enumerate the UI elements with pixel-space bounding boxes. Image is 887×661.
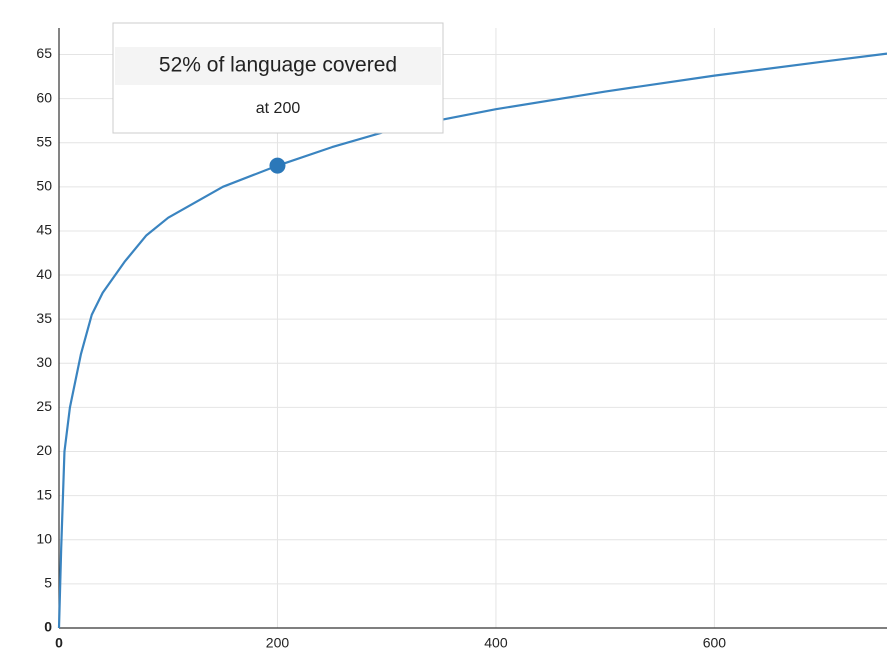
- y-tick-label: 20: [36, 442, 52, 458]
- y-tick-label: 15: [36, 486, 52, 502]
- tooltip-title: 52% of language covered: [159, 54, 397, 77]
- y-tick-label: 5: [44, 575, 52, 591]
- x-tick-label: 0: [55, 635, 63, 651]
- y-tick-label: 30: [36, 354, 52, 370]
- x-tick-label: 200: [266, 635, 290, 651]
- y-tick-label: 50: [36, 178, 52, 194]
- y-tick-label: 0: [44, 619, 52, 635]
- y-tick-label: 60: [36, 89, 52, 105]
- x-tick-label: 600: [703, 635, 727, 651]
- tooltip-text: at 200: [256, 100, 301, 117]
- highlight-point: [269, 157, 286, 174]
- y-tick-label: 55: [36, 133, 52, 149]
- line: [57, 52, 887, 629]
- grid: 0 5 10 15 20 25 30 35 40 45 50 55 60 65 0 200 400 600: [36, 28, 887, 651]
- tooltip-header: [115, 47, 441, 85]
- y-tick-label: 25: [36, 398, 52, 414]
- y-tick-label: 35: [36, 310, 52, 326]
- y-tick-label: 10: [36, 530, 52, 546]
- y-tick-label: 65: [36, 45, 52, 61]
- x-tick-label: 400: [484, 635, 508, 651]
- plot: [57, 52, 887, 629]
- y-tick-label: 40: [36, 266, 52, 282]
- tooltip: 52% of language covered at 200: [112, 22, 444, 134]
- y-tick-label: 45: [36, 222, 52, 238]
